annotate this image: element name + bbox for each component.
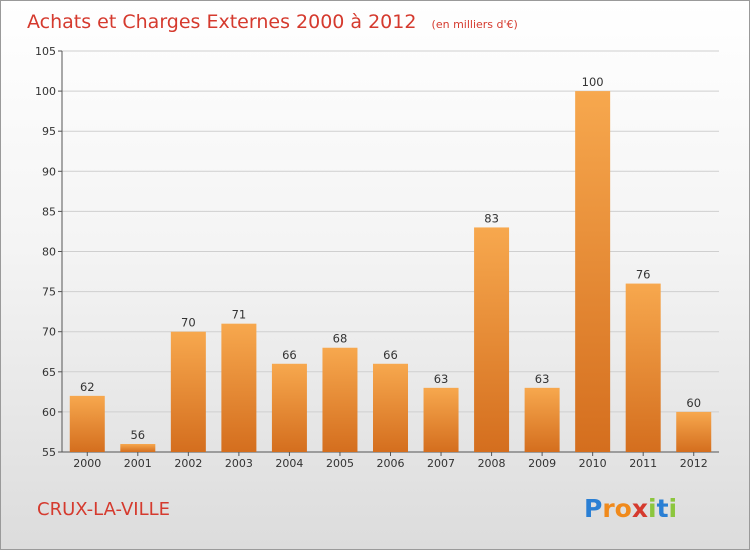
bar-2009 (524, 387, 560, 452)
logo-letter: P (584, 494, 602, 523)
y-tick-label: 70 (42, 326, 56, 339)
y-tick-label: 90 (42, 165, 56, 178)
y-tick-label: 105 (35, 45, 56, 58)
bar-2011 (625, 283, 661, 452)
x-tick-label: 2012 (680, 457, 708, 470)
logo-letter: i (669, 494, 678, 523)
x-tick-label: 2006 (377, 457, 405, 470)
y-tick-label: 75 (42, 286, 56, 299)
svg-text:Achats et Charges Externes 200: Achats et Charges Externes 2000 à 2012 (… (27, 11, 518, 33)
chart-title: Achats et Charges Externes 2000 à 2012 (27, 11, 416, 33)
bar-2010 (575, 91, 611, 452)
logo-letter: o (615, 494, 632, 523)
y-tick-label: 85 (42, 205, 56, 218)
bar-2000 (69, 395, 105, 452)
chart-subtitle: (en milliers d'€) (432, 18, 518, 31)
town-name: CRUX-LA-VILLE (37, 499, 170, 520)
x-tick-label: 2000 (73, 457, 101, 470)
bar-2001 (120, 443, 156, 452)
bar-2003 (221, 323, 257, 452)
value-label: 56 (130, 428, 145, 442)
value-label: 63 (535, 372, 550, 386)
proxiti-logo: Proxiti (584, 494, 677, 523)
value-label: 70 (181, 316, 196, 330)
logo-letter: t (657, 494, 669, 523)
bar-2006 (373, 363, 408, 452)
value-label: 62 (80, 380, 95, 394)
x-tick-label: 2007 (427, 457, 455, 470)
y-tick-label: 95 (42, 125, 56, 138)
value-label: 100 (582, 75, 604, 89)
x-tick-label: 2008 (478, 457, 506, 470)
logo-letter: r (602, 494, 615, 523)
bar-2007 (423, 387, 459, 452)
y-tick-label: 60 (42, 406, 56, 419)
y-tick-label: 80 (42, 246, 56, 259)
x-tick-label: 2011 (629, 457, 657, 470)
bar-2004 (271, 363, 307, 452)
bar-2005 (322, 347, 358, 452)
x-tick-label: 2009 (528, 457, 556, 470)
value-label: 76 (636, 268, 651, 282)
y-tick-label: 100 (35, 85, 56, 98)
x-tick-label: 2003 (225, 457, 253, 470)
x-tick-label: 2001 (124, 457, 152, 470)
value-label: 60 (686, 396, 701, 410)
y-tick-label: 65 (42, 366, 56, 379)
value-label: 71 (232, 308, 247, 322)
bar-2012 (676, 411, 712, 452)
bar-2002 (170, 331, 206, 452)
y-tick-label: 55 (42, 446, 56, 459)
x-tick-label: 2002 (174, 457, 202, 470)
value-label: 63 (434, 372, 449, 386)
axis-layer: 55 60 65 70 75 80 85 90 95 100 105 2000 2001 2002 2003… (35, 45, 719, 470)
x-tick-label: 2005 (326, 457, 354, 470)
value-label: 66 (383, 348, 398, 362)
x-tick-label: 2010 (579, 457, 607, 470)
value-label: 83 (484, 211, 499, 225)
logo-letter: i (648, 494, 657, 523)
bar-2008 (474, 227, 510, 452)
value-label: 66 (282, 348, 297, 362)
value-label: 68 (333, 332, 348, 346)
bar-layer: 62 56 70 71 66 68 66 63 83 63 100 76 60 (69, 75, 712, 452)
logo-letter: x (632, 494, 648, 523)
x-tick-label: 2004 (275, 457, 303, 470)
